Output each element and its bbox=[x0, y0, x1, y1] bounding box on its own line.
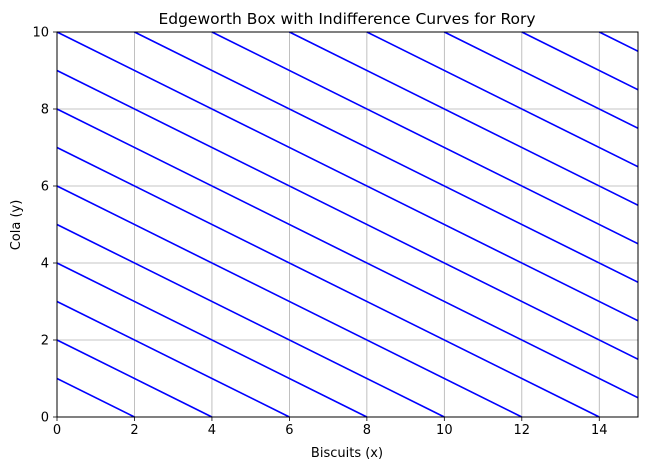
x-tick-label: 8 bbox=[363, 423, 371, 438]
indifference-curve bbox=[366, 31, 639, 168]
y-axis-label: Cola (y) bbox=[9, 200, 24, 251]
y-tick-label: 2 bbox=[41, 334, 49, 349]
indifference-curve bbox=[56, 185, 523, 418]
y-tick-label: 8 bbox=[41, 103, 49, 118]
x-axis-label: Biscuits (x) bbox=[311, 446, 383, 461]
x-tick-label: 14 bbox=[591, 423, 608, 438]
plot-frame bbox=[56, 31, 639, 418]
indifference-curve bbox=[443, 31, 639, 129]
indifference-curve bbox=[56, 262, 368, 418]
indifference-curve bbox=[56, 146, 600, 418]
x-tick-label: 6 bbox=[285, 423, 293, 438]
chart-title: Edgeworth Box with Indifference Curves f… bbox=[158, 10, 535, 28]
indifference-curves bbox=[56, 31, 639, 418]
indifference-curve bbox=[289, 31, 639, 206]
x-tick-label: 0 bbox=[53, 423, 61, 438]
indifference-curve bbox=[134, 31, 639, 283]
indifference-curve bbox=[56, 300, 290, 418]
y-tick-label: 10 bbox=[32, 26, 49, 41]
indifference-curve bbox=[56, 377, 135, 418]
y-tick-label: 6 bbox=[41, 180, 49, 195]
x-tick-label: 2 bbox=[130, 423, 138, 438]
y-tick-label: 0 bbox=[41, 411, 49, 426]
indifference-curve bbox=[56, 69, 639, 360]
indifference-curve bbox=[211, 31, 639, 245]
indifference-curve bbox=[521, 31, 639, 91]
indifference-curve bbox=[56, 31, 639, 322]
indifference-curve bbox=[56, 108, 639, 399]
x-tick-label: 12 bbox=[514, 423, 531, 438]
indifference-curve bbox=[56, 223, 445, 418]
x-tick-label: 4 bbox=[208, 423, 216, 438]
x-tick-label: 10 bbox=[436, 423, 453, 438]
indifference-curve bbox=[56, 339, 213, 418]
grid-lines bbox=[56, 31, 638, 418]
indifference-curve bbox=[598, 31, 639, 52]
axis-ticks: 0 2 4 6 8 10 12 14 0 2 4 6 8 10 bbox=[32, 26, 607, 439]
y-tick-label: 4 bbox=[41, 257, 49, 272]
